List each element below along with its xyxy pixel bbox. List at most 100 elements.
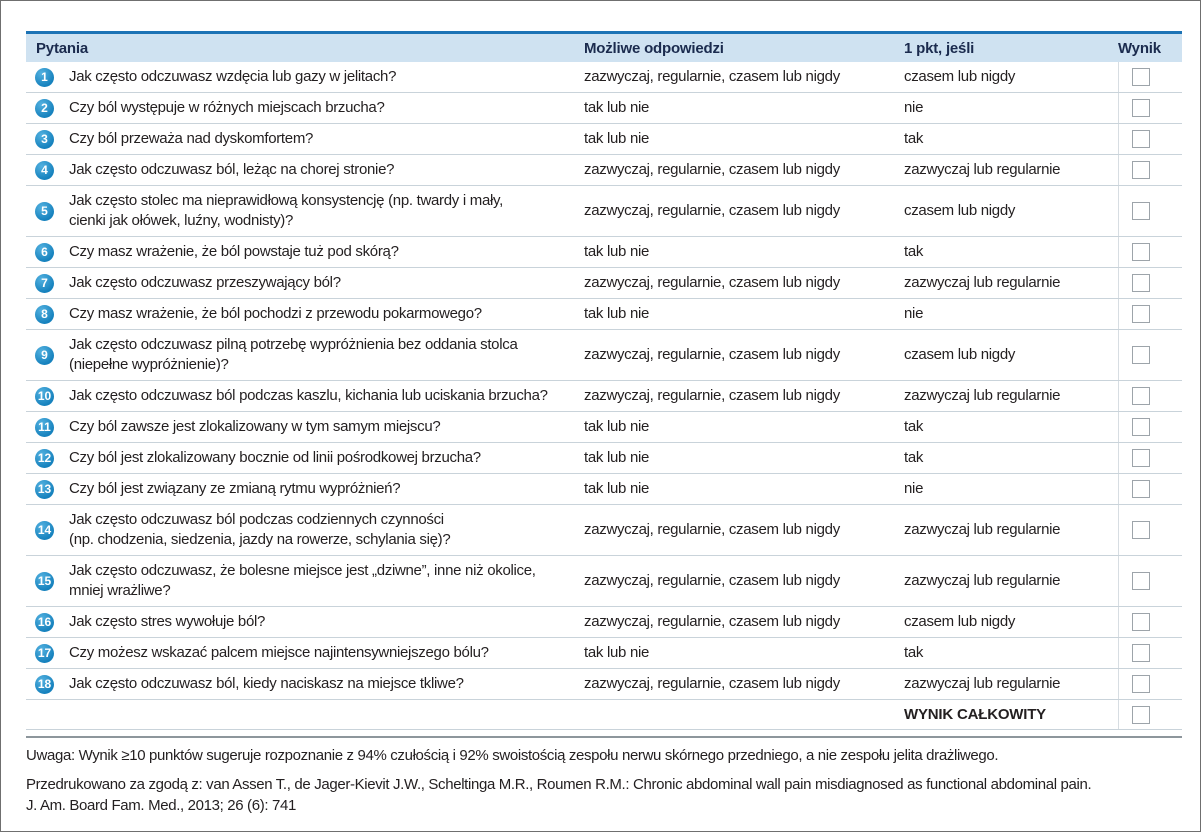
score-checkbox[interactable] (1132, 202, 1150, 220)
question-number-badge: 13 (35, 479, 54, 499)
point-condition-text: zazwyczaj lub regularnie (904, 387, 1061, 404)
question-number-cell: 10 (26, 382, 69, 411)
possible-answers-text: tak lub nie (584, 418, 650, 435)
score-cell (1118, 155, 1182, 185)
header-questions: Pytania (36, 39, 88, 57)
question-text: Czy ból jest związany ze zmianą rytmu wy… (69, 480, 401, 497)
score-checkbox[interactable] (1132, 305, 1150, 323)
table-row: 4 Jak często odczuwasz ból, leżąc na cho… (26, 155, 1182, 186)
question-text: Jak często odczuwasz, że bolesne miejsce… (69, 562, 536, 599)
question-number-cell: 7 (26, 269, 69, 298)
score-cell (1118, 330, 1182, 380)
question-text: Jak często odczuwasz ból podczas kaszlu,… (69, 387, 548, 404)
score-checkbox[interactable] (1132, 274, 1150, 292)
table-body: 1 Jak często odczuwasz wzdęcia lub gazy … (26, 62, 1182, 700)
table-row: 18 Jak często odczuwasz ból, kiedy nacis… (26, 669, 1182, 700)
score-checkbox[interactable] (1132, 243, 1150, 261)
score-checkbox[interactable] (1132, 130, 1150, 148)
question-number-badge: 2 (35, 98, 54, 118)
point-condition-text: zazwyczaj lub regularnie (904, 521, 1061, 538)
possible-answers-text: tak lub nie (584, 243, 650, 260)
footer-source-line2: J. Am. Board Fam. Med., 2013; 26 (6): 74… (26, 797, 296, 814)
score-checkbox[interactable] (1132, 68, 1150, 86)
question-number-cell: 4 (26, 156, 69, 185)
question-text: Jak często odczuwasz przeszywający ból? (69, 274, 341, 291)
table-row: 1 Jak często odczuwasz wzdęcia lub gazy … (26, 62, 1182, 93)
point-condition-text: czasem lub nigdy (904, 613, 1016, 630)
table-header-row: Pytania Możliwe odpowiedzi 1 pkt, jeśli … (26, 31, 1182, 62)
score-cell (1118, 638, 1182, 668)
question-number-badge: 9 (35, 345, 54, 365)
question-number-cell: 1 (26, 63, 69, 92)
question-number-cell: 18 (26, 670, 69, 699)
question-text: Czy ból zawsze jest zlokalizowany w tym … (69, 418, 441, 435)
question-number-badge: 16 (35, 612, 54, 632)
table-row: 7 Jak często odczuwasz przeszywający ból… (26, 268, 1182, 299)
possible-answers-text: zazwyczaj, regularnie, czasem lub nigdy (584, 613, 840, 630)
score-cell (1118, 299, 1182, 329)
question-text: Jak często stres wywołuje ból? (69, 613, 266, 630)
table-row: 15 Jak często odczuwasz, że bolesne miej… (26, 556, 1182, 607)
table-row: 5 Jak często stolec ma nieprawidłową kon… (26, 186, 1182, 237)
score-checkbox[interactable] (1132, 99, 1150, 117)
table-row: 3 Czy ból przeważa nad dyskomfortem? tak… (26, 124, 1182, 155)
total-score-checkbox[interactable] (1132, 705, 1150, 724)
question-number-badge: 18 (35, 674, 54, 694)
point-condition-text: tak (904, 130, 924, 147)
possible-answers-text: tak lub nie (584, 449, 650, 466)
question-number-cell: 5 (26, 197, 69, 226)
question-number-cell: 11 (26, 413, 69, 442)
question-number-badge: 4 (35, 160, 54, 180)
question-number-cell: 15 (26, 567, 69, 596)
score-cell (1118, 124, 1182, 154)
possible-answers-text: zazwyczaj, regularnie, czasem lub nigdy (584, 68, 840, 85)
table-row: 16 Jak często stres wywołuje ból? zazwyc… (26, 607, 1182, 638)
footer-source-line1: Przedrukowano za zgodą z: van Assen T., … (26, 776, 1092, 793)
point-condition-text: nie (904, 480, 924, 497)
score-checkbox[interactable] (1132, 418, 1150, 436)
possible-answers-text: zazwyczaj, regularnie, czasem lub nigdy (584, 572, 840, 589)
table-row: 8 Czy masz wrażenie, że ból pochodzi z p… (26, 299, 1182, 330)
score-cell (1118, 505, 1182, 555)
score-checkbox[interactable] (1132, 613, 1150, 631)
score-checkbox[interactable] (1132, 161, 1150, 179)
score-cell (1118, 607, 1182, 637)
question-text: Czy masz wrażenie, że ból powstaje tuż p… (69, 243, 399, 260)
question-text: Jak często odczuwasz ból, kiedy naciskas… (69, 675, 464, 692)
score-checkbox[interactable] (1132, 675, 1150, 693)
point-condition-text: zazwyczaj lub regularnie (904, 572, 1061, 589)
question-number-cell: 12 (26, 444, 69, 473)
point-condition-text: tak (904, 243, 924, 260)
question-text: Czy masz wrażenie, że ból pochodzi z prz… (69, 305, 482, 322)
footer-source: Przedrukowano za zgodą z: van Assen T., … (26, 774, 1182, 816)
question-text: Czy ból przeważa nad dyskomfortem? (69, 130, 314, 147)
point-condition-text: czasem lub nigdy (904, 346, 1016, 363)
question-number-badge: 3 (35, 129, 54, 149)
question-text: Jak często stolec ma nieprawidłową konsy… (69, 192, 503, 229)
possible-answers-text: zazwyczaj, regularnie, czasem lub nigdy (584, 521, 840, 538)
header-score: Wynik (1118, 39, 1161, 57)
possible-answers-text: zazwyczaj, regularnie, czasem lub nigdy (584, 161, 840, 178)
header-answers: Możliwe odpowiedzi (584, 39, 724, 57)
point-condition-text: zazwyczaj lub regularnie (904, 161, 1061, 178)
score-checkbox[interactable] (1132, 644, 1150, 662)
possible-answers-text: tak lub nie (584, 480, 650, 497)
score-cell (1118, 381, 1182, 411)
table-row: 17 Czy możesz wskazać palcem miejsce naj… (26, 638, 1182, 669)
question-text: Czy możesz wskazać palcem miejsce najint… (69, 644, 489, 661)
question-number-cell: 2 (26, 94, 69, 123)
point-condition-text: czasem lub nigdy (904, 68, 1016, 85)
possible-answers-text: zazwyczaj, regularnie, czasem lub nigdy (584, 346, 840, 363)
score-checkbox[interactable] (1132, 387, 1150, 405)
question-number-badge: 1 (35, 67, 54, 87)
score-checkbox[interactable] (1132, 521, 1150, 539)
score-checkbox[interactable] (1132, 572, 1150, 590)
possible-answers-text: tak lub nie (584, 99, 650, 116)
question-number-cell: 3 (26, 125, 69, 154)
score-checkbox[interactable] (1132, 480, 1150, 498)
score-checkbox[interactable] (1132, 449, 1150, 467)
score-checkbox[interactable] (1132, 346, 1150, 364)
footer-note: Uwaga: Wynik ≥10 punktów sugeruje rozpoz… (26, 747, 999, 764)
total-score-cell (1118, 700, 1182, 729)
point-condition-text: nie (904, 305, 924, 322)
